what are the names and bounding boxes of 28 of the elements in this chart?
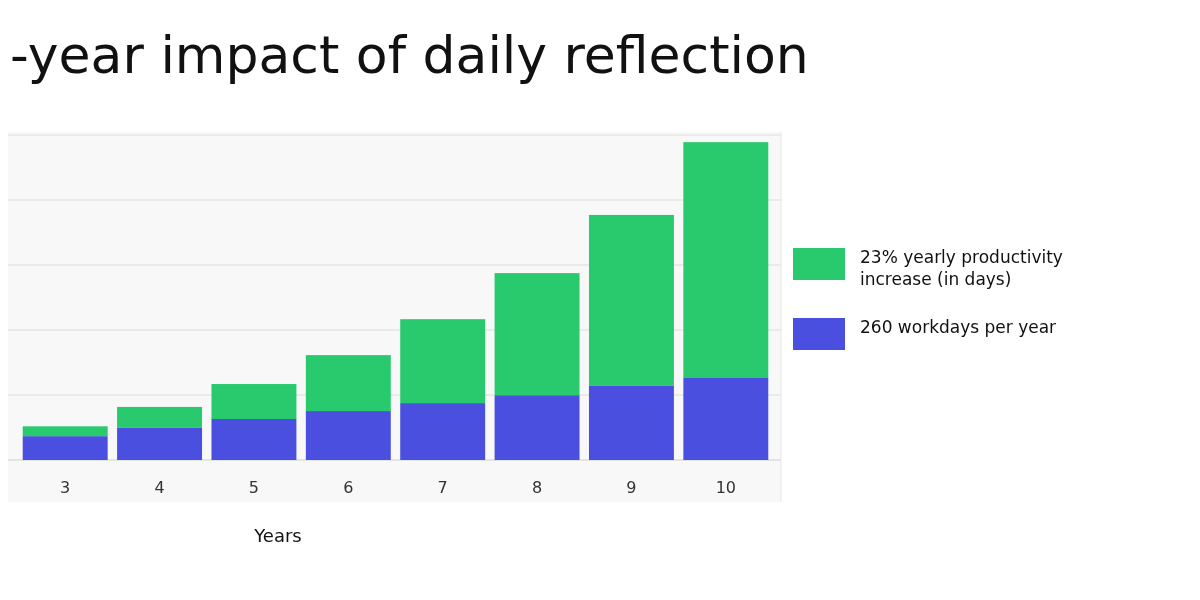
bar	[117, 406, 203, 428]
bar	[683, 142, 769, 378]
x-axis-title: Years	[253, 525, 302, 546]
x-tick-label: 6	[343, 478, 354, 497]
x-tick-label: 9	[626, 478, 637, 497]
legend-label: 23% yearly productivity increase (in days)	[860, 247, 1063, 289]
bar	[117, 427, 203, 460]
chart-title: -year impact of daily reflection	[10, 25, 809, 85]
x-tick-label: 4	[154, 478, 165, 497]
x-tick-label: 7	[437, 478, 448, 497]
x-tick-label: 5	[248, 478, 260, 497]
bar	[305, 355, 391, 412]
bar	[683, 378, 769, 460]
bar	[588, 214, 674, 386]
x-tick-label: 8	[531, 478, 543, 497]
bar	[588, 385, 674, 460]
bar	[400, 319, 486, 404]
bar	[305, 411, 391, 460]
bar	[400, 403, 486, 460]
bar	[22, 436, 108, 460]
bar	[211, 384, 297, 419]
bar	[494, 273, 580, 396]
x-tick-label: 3	[60, 478, 71, 497]
bar	[494, 395, 580, 460]
x-tick-label: 10	[715, 478, 736, 497]
bar	[211, 419, 297, 460]
legend-label: 260 workdays per year	[860, 317, 1057, 337]
bar	[22, 426, 108, 437]
